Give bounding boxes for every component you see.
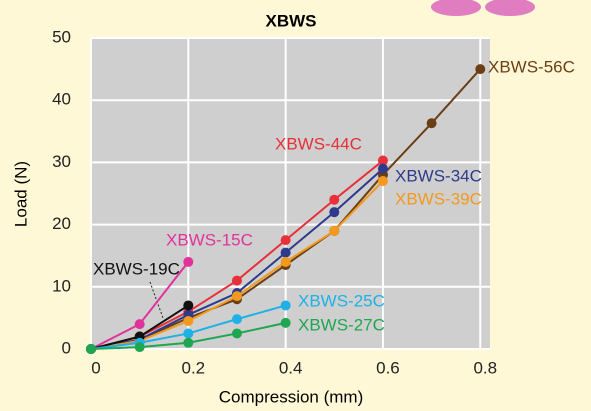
series-label: XBWS-34C — [395, 166, 482, 185]
series-label: XBWS-39C — [395, 189, 482, 208]
x-tick-label: 0.2 — [181, 358, 205, 377]
data-point — [86, 344, 96, 354]
x-tick-label: 0.4 — [279, 358, 303, 377]
data-point — [134, 342, 145, 353]
data-point — [134, 319, 145, 330]
series-label: XBWS-25C — [298, 291, 385, 310]
data-point — [231, 291, 242, 302]
x-tick-label: 0.6 — [376, 358, 400, 377]
series-label: XBWS-19C — [93, 259, 180, 278]
grid — [90, 37, 490, 350]
y-tick-label: 40 — [52, 90, 71, 109]
data-point — [183, 316, 194, 327]
data-point — [183, 256, 194, 267]
plot-area — [91, 38, 490, 349]
x-tick-label: 0 — [91, 358, 100, 377]
data-point — [475, 64, 486, 75]
data-point — [280, 235, 291, 246]
x-tick-label: 0.8 — [473, 358, 497, 377]
data-point — [231, 328, 242, 339]
y-tick-label: 10 — [52, 276, 71, 295]
data-point — [280, 256, 291, 267]
x-axis-label: Compression (mm) — [219, 387, 364, 406]
data-point — [329, 225, 340, 236]
y-tick-label: 20 — [52, 214, 71, 233]
y-tick-label: 50 — [52, 27, 71, 46]
series-label: XBWS-44C — [275, 134, 362, 153]
decoration — [431, 0, 481, 16]
data-point — [280, 247, 291, 258]
data-point — [231, 275, 242, 286]
data-point — [183, 337, 194, 348]
data-point — [280, 317, 291, 328]
series-label: XBWS-56C — [488, 57, 575, 76]
data-point — [426, 118, 437, 129]
data-point — [183, 300, 194, 311]
decoration — [485, 0, 535, 16]
data-point — [377, 155, 388, 166]
data-point — [183, 328, 194, 339]
data-point — [377, 176, 388, 187]
series-layer: XBWS-56C XBWS-44C XBWS-34C XBWS-39C XBWS-15C… — [86, 57, 575, 354]
data-point — [280, 300, 291, 311]
data-point — [329, 207, 340, 218]
data-point — [377, 163, 388, 174]
chart-title: XBWS — [266, 11, 317, 30]
series-label: XBWS-15C — [166, 230, 253, 249]
data-point — [329, 194, 340, 205]
y-axis-label: Load (N) — [11, 161, 30, 227]
data-point — [231, 314, 242, 325]
series-label: XBWS-27C — [298, 315, 385, 334]
y-tick-label: 30 — [52, 152, 71, 171]
y-tick-label: 0 — [62, 338, 71, 357]
